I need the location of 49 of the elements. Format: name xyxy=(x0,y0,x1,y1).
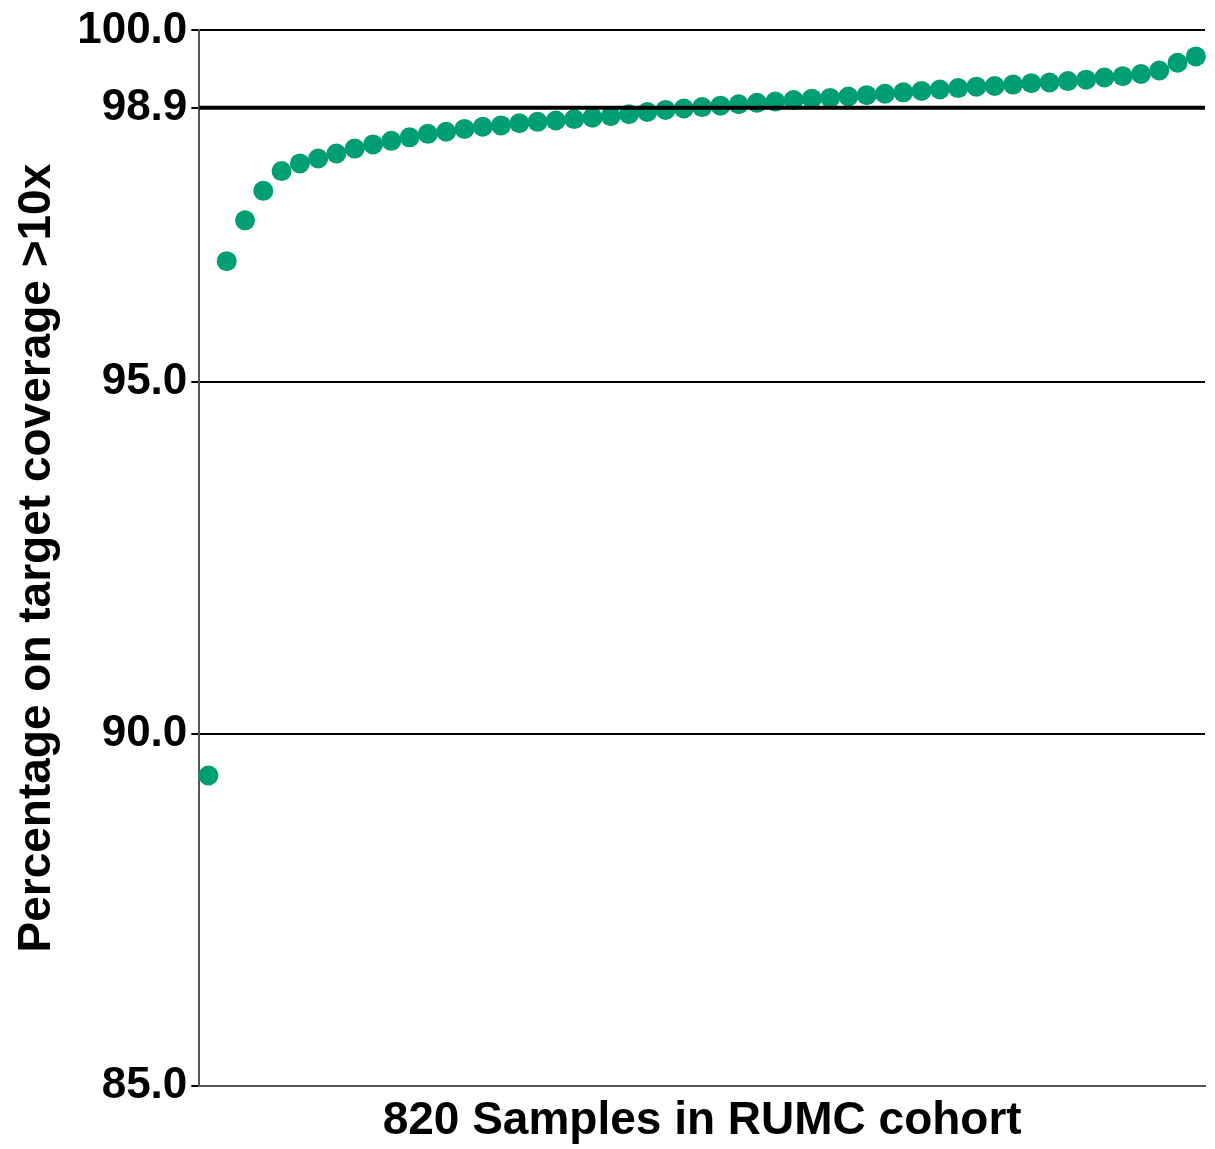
point xyxy=(1021,73,1042,94)
point xyxy=(1131,64,1151,85)
point xyxy=(966,76,987,97)
point xyxy=(1185,46,1206,67)
point xyxy=(893,82,914,103)
point xyxy=(1112,66,1133,87)
point xyxy=(417,123,438,144)
point xyxy=(820,87,841,108)
point xyxy=(929,79,950,100)
point xyxy=(289,153,310,174)
point xyxy=(1167,52,1188,73)
point xyxy=(271,161,292,182)
point xyxy=(509,113,530,134)
y-tick-label: 90.0 xyxy=(101,706,188,756)
point xyxy=(1039,72,1060,93)
point xyxy=(1149,60,1170,81)
point xyxy=(948,78,969,99)
point xyxy=(253,180,274,201)
point xyxy=(984,75,1005,96)
y-tick-label: 98.9 xyxy=(101,79,188,129)
point xyxy=(564,109,585,130)
y-tick-label: 95.0 xyxy=(101,354,188,404)
point xyxy=(1094,67,1115,88)
y-tick-label: 85.0 xyxy=(101,1057,188,1107)
point xyxy=(363,134,384,155)
point xyxy=(1003,74,1023,95)
point xyxy=(216,251,237,272)
point xyxy=(545,110,566,131)
point xyxy=(1076,69,1097,90)
point xyxy=(875,83,896,104)
point xyxy=(235,210,256,231)
point xyxy=(491,115,512,136)
point xyxy=(472,116,493,137)
point xyxy=(838,86,859,107)
point xyxy=(399,127,420,148)
y-tick-label: 100.0 xyxy=(77,2,188,52)
point xyxy=(308,148,329,169)
point xyxy=(436,121,457,142)
point xyxy=(344,138,365,159)
point xyxy=(326,143,347,164)
point xyxy=(454,118,475,139)
point xyxy=(381,130,402,151)
point xyxy=(856,85,877,106)
point xyxy=(1057,71,1078,92)
y-axis-title: Percentage on target coverage >10x xyxy=(8,163,61,953)
point xyxy=(911,80,932,101)
point xyxy=(198,765,219,786)
x-axis-title: 820 Samples in RUMC cohort xyxy=(382,1092,1022,1145)
point xyxy=(527,111,548,132)
